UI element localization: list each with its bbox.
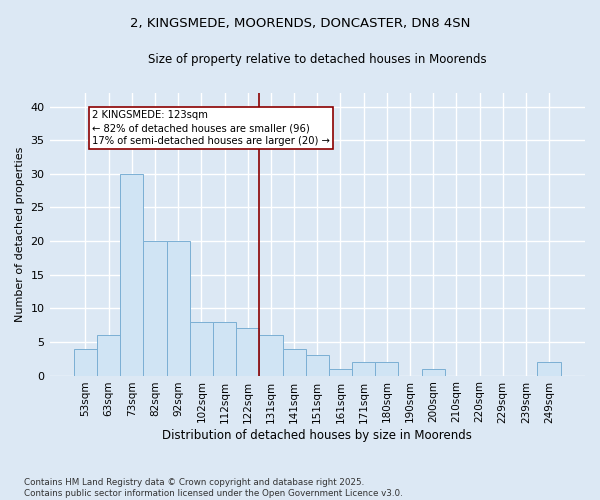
- X-axis label: Distribution of detached houses by size in Moorends: Distribution of detached houses by size …: [163, 430, 472, 442]
- Bar: [422, 369, 445, 376]
- Bar: [143, 241, 167, 376]
- Title: Size of property relative to detached houses in Moorends: Size of property relative to detached ho…: [148, 52, 487, 66]
- Bar: [167, 241, 190, 376]
- Bar: [305, 356, 329, 376]
- Text: 2 KINGSMEDE: 123sqm
← 82% of detached houses are smaller (96)
17% of semi-detach: 2 KINGSMEDE: 123sqm ← 82% of detached ho…: [92, 110, 330, 146]
- Bar: [283, 348, 305, 376]
- Text: 2, KINGSMEDE, MOORENDS, DONCASTER, DN8 4SN: 2, KINGSMEDE, MOORENDS, DONCASTER, DN8 4…: [130, 18, 470, 30]
- Bar: [120, 174, 143, 376]
- Text: Contains HM Land Registry data © Crown copyright and database right 2025.
Contai: Contains HM Land Registry data © Crown c…: [24, 478, 403, 498]
- Bar: [97, 335, 120, 376]
- Bar: [259, 335, 283, 376]
- Bar: [190, 322, 213, 376]
- Bar: [329, 369, 352, 376]
- Bar: [74, 348, 97, 376]
- Bar: [236, 328, 259, 376]
- Bar: [538, 362, 560, 376]
- Y-axis label: Number of detached properties: Number of detached properties: [15, 146, 25, 322]
- Bar: [375, 362, 398, 376]
- Bar: [213, 322, 236, 376]
- Bar: [352, 362, 375, 376]
